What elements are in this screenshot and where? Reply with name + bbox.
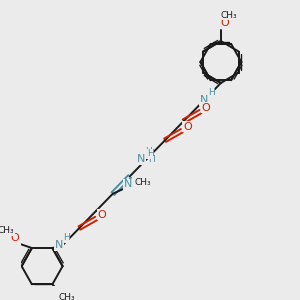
Text: N: N [200, 95, 208, 105]
Text: H: H [63, 233, 70, 242]
Text: H: H [145, 147, 152, 156]
Text: N: N [136, 154, 145, 164]
Text: H: H [147, 149, 154, 158]
Text: O: O [183, 122, 192, 132]
Text: H: H [208, 88, 215, 97]
Text: O: O [220, 18, 229, 28]
Text: CH₃: CH₃ [0, 226, 14, 235]
Text: H: H [148, 155, 155, 164]
Text: N: N [124, 179, 132, 189]
Text: O: O [11, 233, 20, 244]
Text: O: O [202, 103, 210, 113]
Text: CH₃: CH₃ [221, 11, 238, 20]
Text: N: N [55, 240, 63, 250]
Text: CH₃: CH₃ [59, 293, 76, 300]
Text: CH₃: CH₃ [134, 178, 151, 187]
Text: O: O [97, 210, 106, 220]
